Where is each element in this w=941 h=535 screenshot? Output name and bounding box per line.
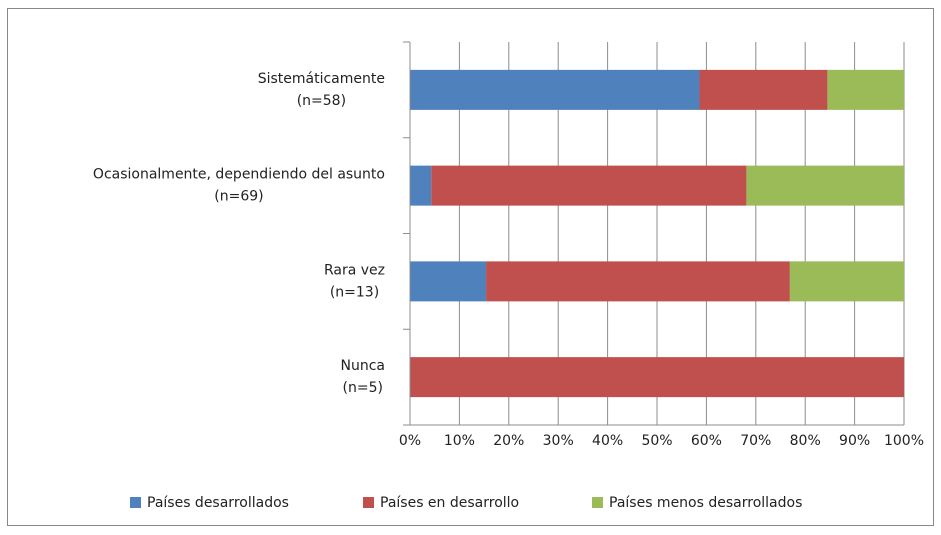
bar-segment [410, 261, 487, 302]
x-tick-label: 10% [444, 433, 475, 449]
y-tick-label: Sistemáticamente (n=58) [258, 71, 385, 109]
bar-segment [410, 357, 904, 398]
x-tick-label: 90% [839, 433, 870, 449]
legend-label: Países menos desarrollados [609, 495, 802, 511]
bar-segment [789, 261, 904, 302]
x-tick-label: 100% [884, 433, 924, 449]
bar-segment [410, 69, 700, 110]
bar-segment [699, 69, 828, 110]
x-tick-label: 80% [790, 433, 821, 449]
x-tick-label: 40% [592, 433, 623, 449]
legend-label: Países desarrollados [147, 495, 289, 511]
bar-segment [410, 165, 432, 206]
x-tick-label: 0% [399, 433, 421, 449]
x-tick-label: 50% [641, 433, 672, 449]
x-tick-label: 30% [543, 433, 574, 449]
legend-swatch [130, 497, 141, 508]
y-tick-label: Rara vez (n=13) [324, 262, 385, 300]
legend-swatch [592, 497, 603, 508]
bar-segment [827, 69, 904, 110]
legend-label: Países en desarrollo [380, 495, 519, 511]
x-tick-label: 60% [691, 433, 722, 449]
bar-segment [431, 165, 747, 206]
legend-swatch [363, 497, 374, 508]
x-tick-label: 70% [740, 433, 771, 449]
bar-segment [746, 165, 904, 206]
x-tick-label: 20% [493, 433, 524, 449]
y-tick-label: Ocasionalmente, dependiendo del asunto (n… [93, 167, 385, 205]
bar-segment [486, 261, 790, 302]
y-tick-label: Nunca (n=5) [341, 358, 386, 396]
